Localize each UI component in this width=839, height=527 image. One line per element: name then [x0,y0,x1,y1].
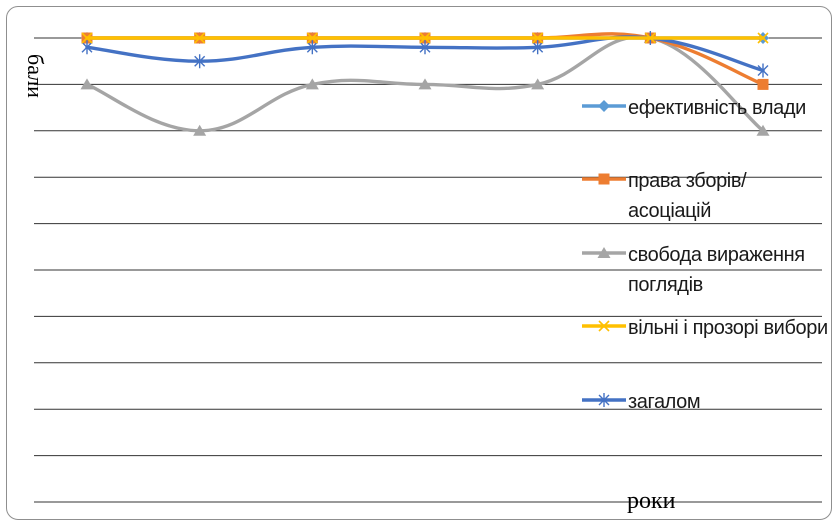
data-point-3 [757,32,769,44]
legend-marker-glyph [598,393,610,407]
legend-swatch [582,100,626,112]
data-point-3 [532,32,544,44]
legend-marker-triangle [580,240,628,268]
legend-swatch [582,393,626,407]
legend-marker-star [580,387,628,415]
data-point-4 [306,40,318,55]
data-point-2 [193,124,207,136]
legend-marker-glyph [598,320,610,332]
data-point-4 [81,40,93,55]
data-point-3 [644,32,656,44]
data-point-2 [305,78,319,90]
legend-marker-glyph [597,247,611,258]
legend-label: ефективність влади [628,97,806,119]
legend-label: загалом [628,391,701,413]
data-point-4 [532,40,544,55]
data-point-2 [756,124,770,136]
data-point-2 [531,78,545,90]
legend-swatch [582,173,626,185]
legend-marker-x [580,313,628,341]
legend-marker-glyph [598,100,610,112]
legend-item-government-effectiveness: ефективність влади [580,93,806,123]
legend-label: права зборів/асоціацій [628,170,747,222]
data-point-1 [757,78,769,90]
legend-item-assembly-rights: права зборів/асоціацій [580,166,828,226]
data-point-2 [80,78,94,90]
chart-frame [6,6,832,520]
legend-marker-square [580,166,628,194]
data-point-3 [194,32,206,44]
legend-marker-diamond [580,93,628,121]
data-point-4 [194,54,206,69]
legend-swatch [582,320,626,332]
legend-item-overall: загалом [580,387,701,417]
legend-item-free-fair-elections: вільні і прозорі вибори [580,313,828,343]
legend-label: вільні і прозорі вибори [628,317,828,339]
legend-item-freedom-of-expression: свобода вираження поглядів [580,240,828,300]
legend-marker-glyph [598,173,610,185]
x-axis-label: роки [627,488,676,514]
data-point-3 [419,32,431,44]
y-axis-label: бали [23,54,48,98]
data-point-4 [419,40,431,55]
data-point-4 [757,63,769,78]
data-point-3 [306,32,318,44]
legend-swatch [582,247,626,258]
legend-label: свобода вираження поглядів [628,244,805,296]
data-point-2 [418,78,432,90]
data-point-3 [81,32,93,44]
